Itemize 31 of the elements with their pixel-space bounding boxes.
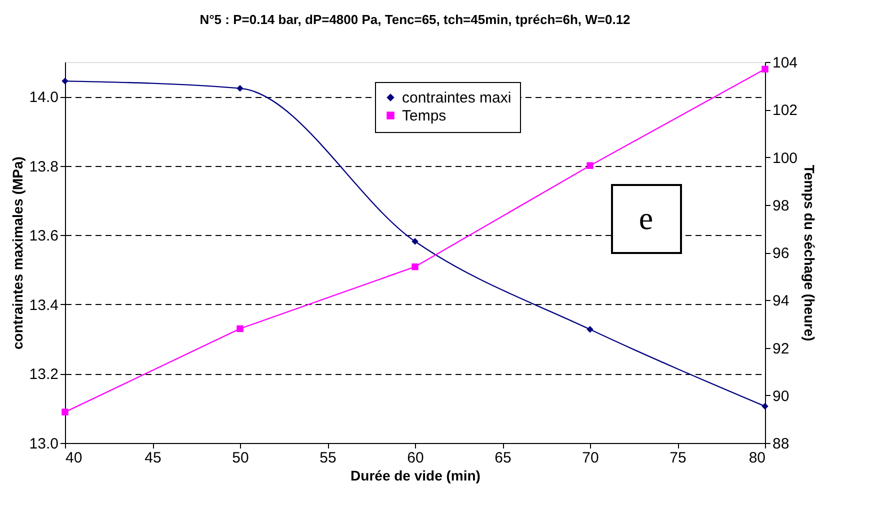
y-tick-label: 14.0 <box>29 89 58 106</box>
y-axis-title: contraintes maximales (MPa) <box>9 156 26 350</box>
y2-tick-label: 92 <box>772 340 790 358</box>
x-tick-label: 45 <box>144 450 162 466</box>
annotation: e <box>638 200 654 236</box>
x-axis-title: Durée de vide (min) <box>350 468 480 484</box>
x-tick-label: 60 <box>407 450 424 466</box>
y-tick-label: 13.6 <box>29 228 58 245</box>
y2-tick-label: 98 <box>772 197 790 214</box>
y-tick-label: 13.0 <box>29 436 58 452</box>
y-tick-label: 13.8 <box>29 158 58 176</box>
legend-label: Temps <box>402 108 446 124</box>
y2-tick-label: 102 <box>772 102 798 120</box>
y2-tick-label: 94 <box>772 292 790 310</box>
y2-tick-label: 90 <box>772 388 790 405</box>
x-tick-label: 50 <box>232 450 249 466</box>
x-tick-label: 55 <box>320 450 336 466</box>
x-tick-label: 80 <box>748 450 766 466</box>
y2-axis-title: Temps du séchage (heure) <box>802 164 818 342</box>
chart-title: N°5 : P=0.14 bar, dP=4800 Pa, Tenc=65, tch=45min, tpréch=6h, W=0.12 <box>200 12 630 27</box>
y2-tick-label: 88 <box>772 436 790 452</box>
x-tick-label: 40 <box>66 450 82 466</box>
x-tick-label: 75 <box>670 450 686 466</box>
x-tick-label: 70 <box>582 450 599 466</box>
legend-label: contraintes maxi <box>402 90 512 106</box>
y-tick-label: 13.2 <box>29 366 58 384</box>
y2-tick-label: 100 <box>772 150 798 167</box>
x-tick-label: 65 <box>494 450 512 466</box>
y2-tick-label: 104 <box>772 54 798 72</box>
y-tick-label: 13.4 <box>29 296 58 314</box>
y2-tick-label: 96 <box>772 245 790 262</box>
